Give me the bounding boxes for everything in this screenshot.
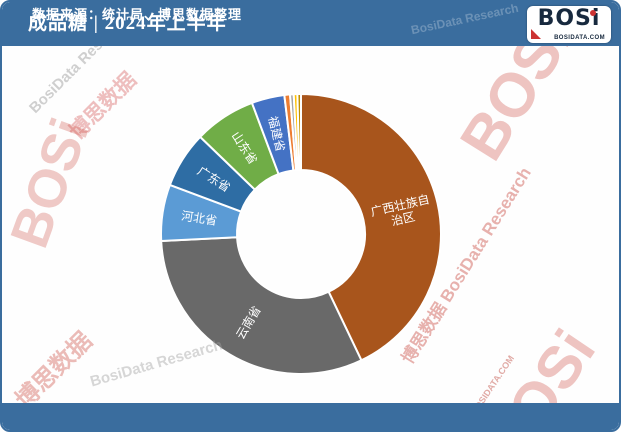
- bosi-logo: BOSi BOSIDATA.COM: [527, 6, 611, 43]
- header-bar: BosiData Research: [2, 2, 619, 46]
- bosi-logo-i-dot: [590, 10, 596, 16]
- bosi-logo-domain: BOSIDATA.COM: [554, 35, 605, 41]
- donut-segment: [300, 93, 442, 362]
- bosi-logo-text: BOSi: [537, 6, 601, 31]
- page-title: 成品糖 | 2024年上半年: [28, 13, 227, 34]
- segment-label: 河北省: [180, 209, 218, 228]
- footer-bar: [2, 403, 619, 430]
- data-source-text: 数据来源：统计局、博思数据整理: [32, 7, 243, 22]
- bosi-logo-triangle: [531, 29, 541, 39]
- donut-segment: [296, 93, 302, 172]
- donut-segment: [160, 236, 363, 375]
- watermark-text: BosiData Research: [409, 0, 520, 38]
